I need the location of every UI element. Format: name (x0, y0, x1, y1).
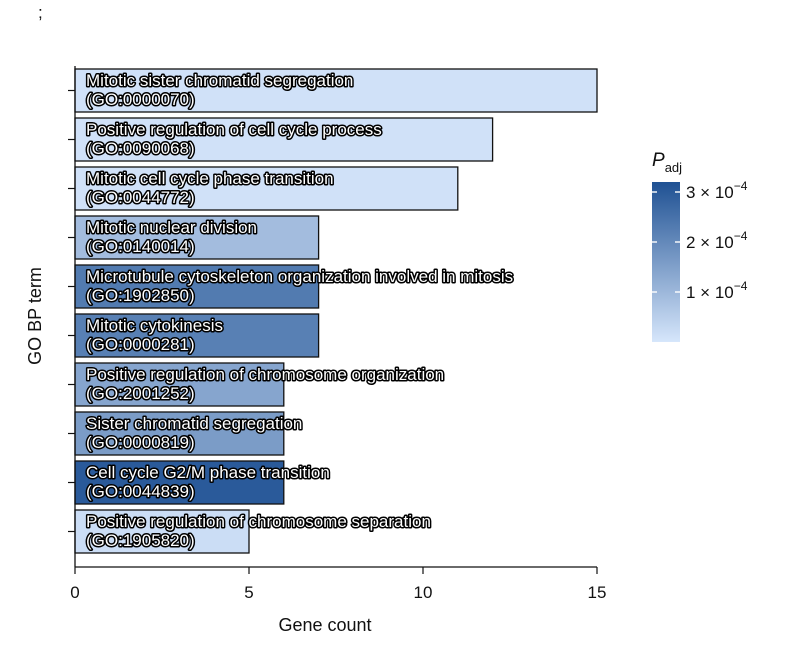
bar-label-term: Mitotic nuclear division (86, 218, 257, 237)
colorbar: Padj 1 × 10−4 2 × 10−4 3 × 10−4 (652, 150, 748, 342)
bar-label-go-id: (GO:0000070) (86, 90, 195, 109)
colorbar-title: Padj (652, 150, 682, 175)
bar-label-go-id: (GO:0044839) (86, 482, 195, 501)
corner-mark: ; (38, 3, 43, 22)
bar-label-go-id: (GO:0090068) (86, 139, 195, 158)
bar (74, 264, 320, 309)
bar-label-term: Mitotic cell cycle phase transition (86, 169, 334, 188)
colorbar-tick-label: 1 × 10−4 (686, 279, 748, 302)
x-tick-label: 15 (588, 583, 607, 602)
bar (74, 362, 285, 407)
bar-label-term: Cell cycle G2/M phase transition (86, 463, 330, 482)
colorbar-gradient (652, 182, 680, 342)
bar-label-term: Mitotic sister chromatid segregation (86, 71, 353, 90)
colorbar-title-sub: adj (665, 160, 682, 175)
bar-label-go-id: (GO:0044772) (86, 188, 195, 207)
bar (74, 117, 494, 162)
bar-label-term: Positive regulation of chromosome separa… (86, 512, 431, 531)
colorbar-tick-label: 2 × 10−4 (686, 229, 748, 252)
bar-label-term: Microtubule cytoskeleton organization in… (86, 267, 513, 286)
bar-label-term: Sister chromatid segregation (86, 414, 302, 433)
bar-label-go-id: (GO:2001252) (86, 384, 195, 403)
x-tick-label: 5 (244, 583, 253, 602)
colorbar-tick-label: 3 × 10−4 (686, 179, 748, 202)
bar-label-term: Positive regulation of chromosome organi… (86, 365, 444, 384)
y-axis-title: GO BP term (25, 267, 45, 365)
bar-label-go-id: (GO:0000819) (86, 433, 195, 452)
colorbar-title-main: P (652, 150, 665, 171)
colorbar-ticks: 1 × 10−4 2 × 10−4 3 × 10−4 (652, 179, 748, 302)
bar-label-go-id: (GO:0140014) (86, 237, 195, 256)
bars-layer (74, 68, 598, 554)
x-tick-label: 10 (414, 583, 433, 602)
bar-label-go-id: (GO:1905820) (86, 531, 195, 550)
x-tick-label: 0 (70, 583, 79, 602)
bar (74, 215, 320, 260)
bar-label-go-id: (GO:0000281) (86, 335, 195, 354)
x-axis-title: Gene count (278, 615, 371, 635)
axes-layer: 0 5 10 15 (68, 66, 606, 602)
bar-label-term: Positive regulation of cell cycle proces… (86, 120, 382, 139)
bar-label-go-id: (GO:1902850) (86, 286, 195, 305)
bar-label-term: Mitotic cytokinesis (86, 316, 223, 335)
bar-labels-layer: Mitotic sister chromatid segregation(GO:… (85, 70, 515, 552)
bar (74, 68, 598, 113)
bar (74, 166, 459, 211)
bar (74, 509, 250, 554)
